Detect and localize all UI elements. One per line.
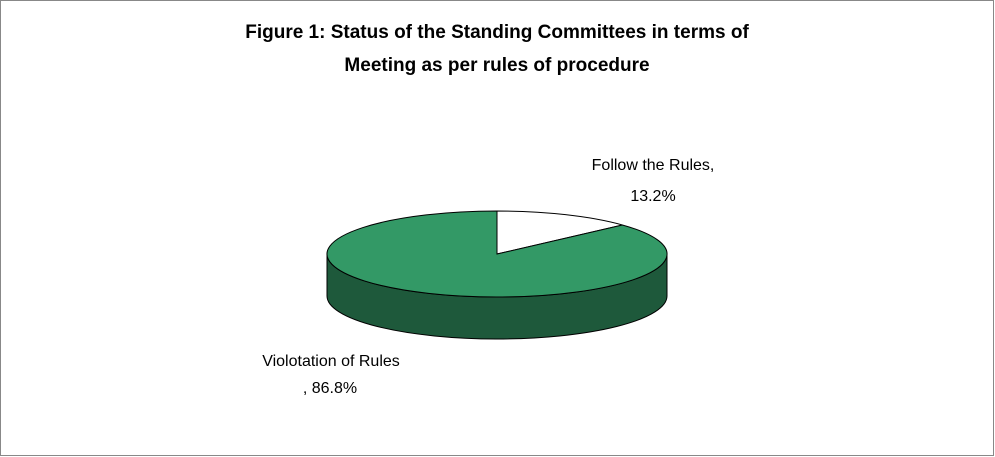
slice-label: Follow the Rules,: [592, 157, 715, 174]
pie-slice: [496, 210, 623, 255]
chart-title: Meeting as per rules of procedure: [344, 55, 649, 76]
chart-title: Figure 1: Status of the Standing Committ…: [245, 22, 749, 43]
slice-label: Violotation of Rules: [262, 353, 400, 370]
slice-value-label: 13.2%: [630, 188, 675, 205]
pie-slice: [326, 210, 668, 298]
slice-value-label: , 86.8%: [303, 380, 357, 397]
